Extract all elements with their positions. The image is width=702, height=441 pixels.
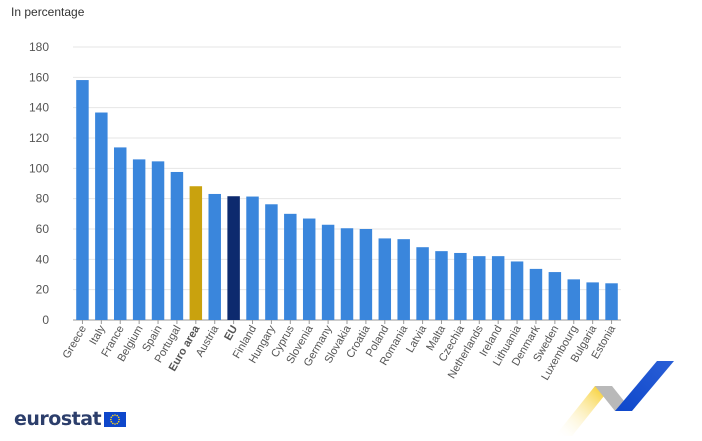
bar-italy[interactable] (95, 112, 108, 321)
y-axis-unit-label: In percentage (11, 5, 85, 19)
bar-bulgaria[interactable] (586, 282, 599, 320)
bar-eu[interactable] (227, 196, 240, 320)
eurostat-logo: eurostat (14, 408, 127, 430)
eu-flag-icon (104, 411, 127, 427)
y-axis-ticks: 0 20 40 60 80 100 120 140 160 180 (29, 40, 49, 327)
bar-belgium[interactable] (132, 159, 146, 320)
y-tick-label: 140 (29, 101, 49, 115)
bar-malta[interactable] (435, 251, 448, 320)
y-tick-label: 160 (29, 70, 49, 84)
bar-spain[interactable] (151, 161, 165, 320)
bar-france[interactable] (114, 147, 127, 320)
y-tick-label: 40 (36, 252, 50, 266)
y-tick-label: 100 (29, 161, 49, 175)
bar-poland[interactable] (378, 238, 392, 320)
bar-austria[interactable] (208, 193, 221, 320)
x-axis-ticks: GreeceItalyFranceBelgiumSpainPortugalEur… (61, 320, 619, 382)
bar-netherlands[interactable] (473, 256, 486, 320)
bar-portugal[interactable] (170, 171, 184, 320)
y-tick-label: 20 (36, 283, 50, 297)
bar-greece[interactable] (76, 80, 89, 321)
x-tick-label: Latvia (404, 323, 430, 355)
bar-sweden[interactable] (548, 272, 562, 320)
x-tick-label: EU (222, 323, 240, 342)
y-tick-label: 60 (36, 222, 50, 236)
bar-latvia[interactable] (416, 247, 429, 320)
bar-finland[interactable] (246, 196, 259, 320)
bar-estonia[interactable] (605, 283, 618, 320)
bar-euro-area[interactable] (189, 186, 203, 320)
bar-denmark[interactable] (529, 268, 543, 320)
bar-slovenia[interactable] (302, 218, 316, 320)
bars (76, 80, 618, 321)
y-tick-label: 0 (42, 313, 49, 327)
bar-chart: 0 20 40 60 80 100 120 140 160 180 GreeceItalyFran… (29, 40, 621, 382)
bar-croatia[interactable] (359, 229, 373, 320)
logo-text: eurostat (14, 408, 102, 430)
decorative-chevron-icon (555, 361, 674, 436)
bar-czechia[interactable] (454, 252, 467, 320)
x-tick-label: Greece (61, 324, 89, 361)
y-tick-label: 80 (36, 192, 50, 206)
bar-hungary[interactable] (265, 204, 278, 320)
bar-luxembourg[interactable] (567, 279, 580, 320)
bar-slovakia[interactable] (340, 228, 354, 320)
bar-ireland[interactable] (491, 256, 505, 320)
bar-germany[interactable] (321, 224, 335, 320)
bar-lithuania[interactable] (510, 261, 524, 320)
y-tick-label: 120 (29, 131, 49, 145)
bar-romania[interactable] (397, 239, 410, 320)
bar-cyprus[interactable] (284, 213, 297, 320)
y-tick-label: 180 (29, 40, 49, 54)
